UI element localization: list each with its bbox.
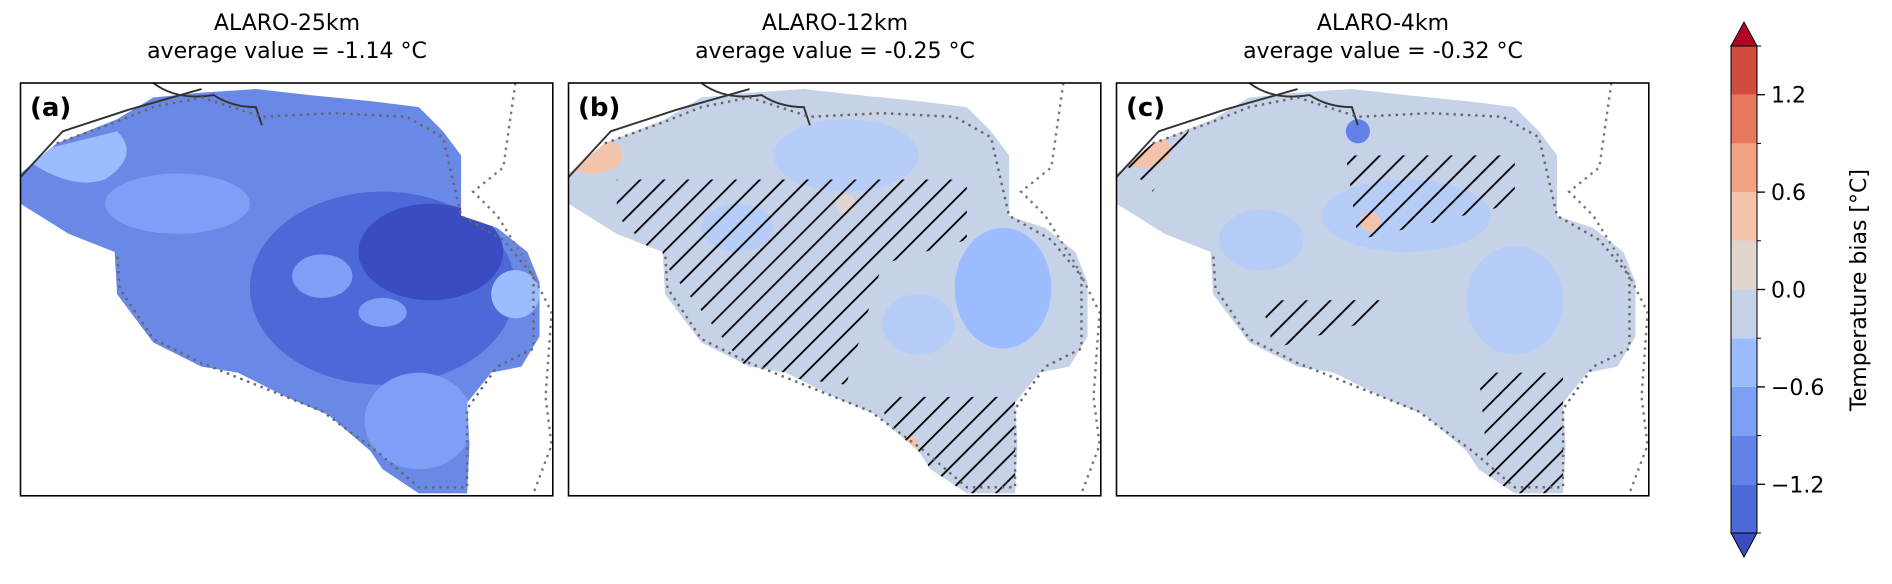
panel-subtitle: average value = -0.25 °C [695,39,975,64]
panel-subtitle: average value = -1.14 °C [147,39,427,64]
panel-a: ALARO-25km average value = -1.14 °C (a) [19,11,554,497]
colorbar-band [1731,94,1757,144]
colorbar-band [1731,192,1757,241]
map [567,81,1102,497]
colorbar-tick-label: 0.6 [1771,181,1806,206]
map [19,81,554,497]
colorbar-tick-label: −1.2 [1771,473,1824,498]
colorbar-band [1731,435,1757,485]
colorbar-tick-label: 0.0 [1771,279,1806,304]
colorbar-label: Temperature bias [°C] [1847,169,1872,412]
panel-b: ALARO-12km average value = -0.25 °C (b) [567,11,1102,497]
colorbar-band [1731,289,1757,339]
map [1115,81,1650,497]
colorbar-band [1731,386,1757,436]
panel-title: ALARO-12km [762,11,908,36]
colorbar-band [1731,338,1757,387]
colorbar-band [1731,484,1757,533]
panel-title: ALARO-25km [214,11,360,36]
panel-subtitle: average value = -0.32 °C [1243,39,1523,64]
colorbar-tick-label: −0.6 [1771,376,1824,401]
colorbar-band [1731,240,1757,290]
panel-title: ALARO-4km [1317,11,1449,36]
panel-label: (b) [578,93,620,123]
panel-label: (a) [30,93,71,123]
colorbar-tick-label: 1.2 [1771,84,1806,109]
panel-c: ALARO-4km average value = -0.32 °C (c) [1115,11,1650,497]
panel-label: (c) [1126,93,1165,123]
colorbar-over [1730,20,1758,47]
colorbar: −1.2 −0.6 0.0 0.6 1.2 [1730,20,1824,559]
colorbar-band [1731,143,1757,193]
colorbar-band [1731,46,1757,95]
colorbar-under [1730,532,1758,559]
